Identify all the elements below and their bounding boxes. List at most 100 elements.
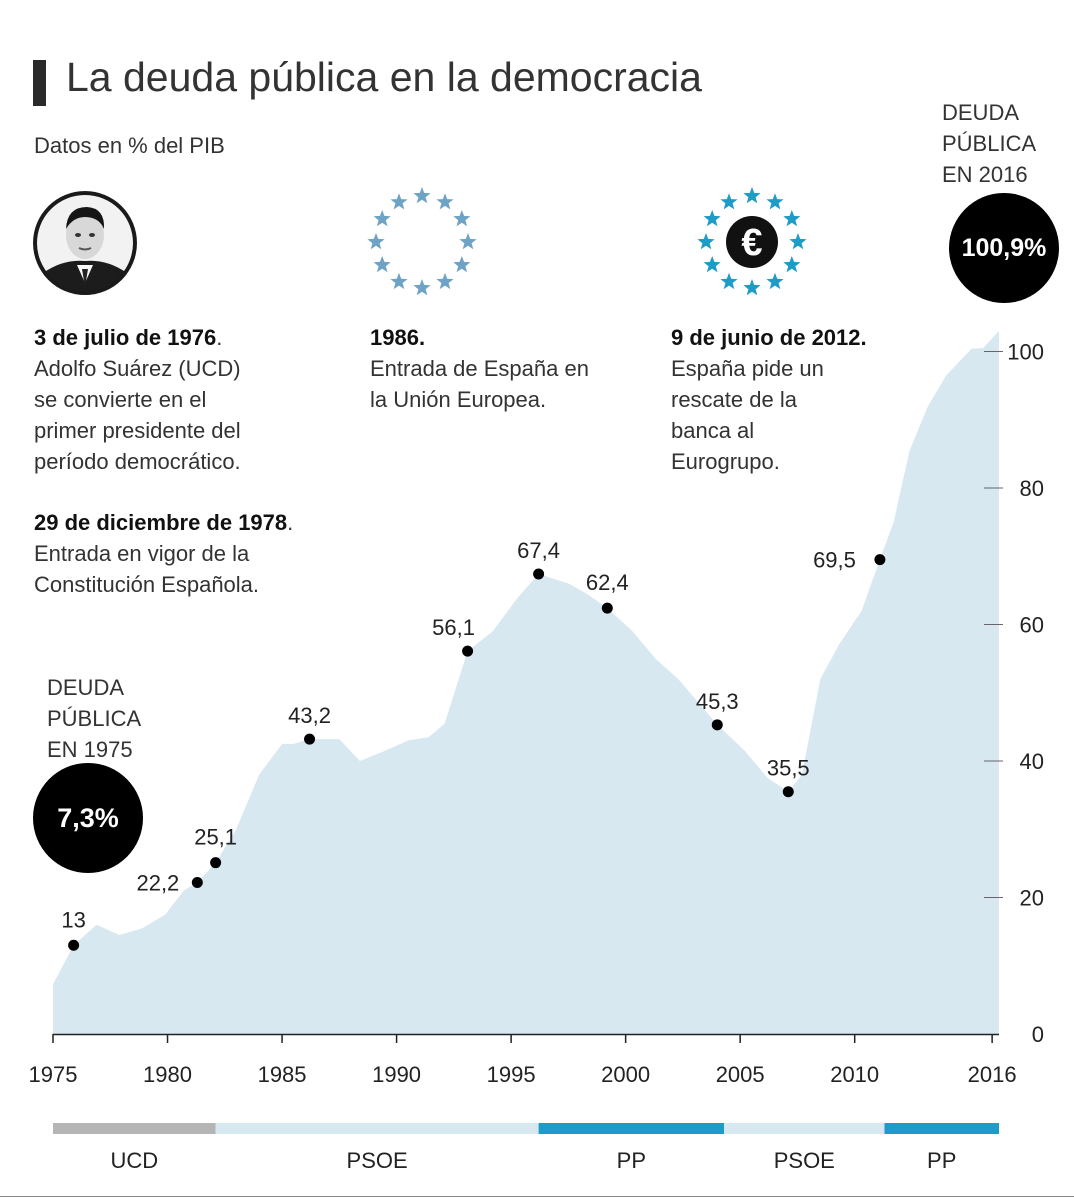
data-label: 56,1 (432, 615, 475, 640)
y-tick-label: 100 (1007, 339, 1044, 364)
data-label: 62,4 (586, 570, 629, 595)
debt-2016-bubble: 100,9% (949, 193, 1059, 303)
party-label-psoe: PSOE (773, 1148, 835, 1173)
annotation-1976-line: Adolfo Suárez (UCD) (34, 356, 241, 381)
star-icon (436, 193, 454, 210)
x-tick-label: 1990 (372, 1062, 421, 1087)
annotation-1986-line: Entrada de España en (370, 356, 589, 381)
euro-symbol: € (741, 222, 762, 264)
star-icon (766, 193, 784, 210)
debt-1975-label-line: DEUDA (47, 675, 125, 700)
x-tick-label: 2000 (601, 1062, 650, 1087)
annotation-1976: 3 de julio de 1976. Adolfo Suárez (UCD) … (34, 322, 241, 477)
data-point (874, 554, 886, 566)
debt-2016-label: DEUDA PÚBLICA EN 2016 (942, 97, 1036, 190)
star-icon (783, 210, 801, 227)
annotation-1976-line: se convierte en el (34, 387, 207, 412)
star-icon (390, 272, 408, 290)
star-icon (697, 233, 715, 250)
euro-circle (726, 216, 778, 268)
star-icon (453, 210, 471, 227)
data-label: 25,1 (194, 825, 237, 850)
y-tick-label: 20 (1020, 885, 1044, 910)
page-title: La deuda pública en la democracia (66, 54, 702, 100)
x-tick-label: 1975 (29, 1062, 78, 1087)
x-tick-label: 2005 (716, 1062, 765, 1087)
y-tick-label: 40 (1020, 749, 1044, 774)
star-icon (703, 210, 721, 227)
debt-1975-label: DEUDA PÚBLICA EN 1975 (47, 672, 141, 765)
star-icon (453, 256, 471, 273)
party-label-ucd: UCD (110, 1148, 159, 1173)
government-bar-ucd (53, 1123, 216, 1134)
debt-2016-label-line: EN 2016 (942, 162, 1028, 187)
party-label-pp: PP (616, 1148, 647, 1173)
euro-stars-icon: € (697, 187, 807, 296)
star-icon (413, 187, 431, 204)
portrait-image (33, 191, 137, 295)
data-label: 35,5 (767, 756, 810, 781)
annotation-1978-title: 29 de diciembre de 1978 (34, 510, 288, 535)
debt-2016-label-line: PÚBLICA (942, 131, 1037, 156)
star-icon (413, 279, 431, 296)
star-icon (720, 272, 738, 290)
annotation-1976-line: período democrático. (34, 449, 241, 474)
debt-1975-bubble: 7,3% (33, 763, 143, 873)
annotation-1976-title: 3 de julio de 1976 (34, 325, 217, 350)
data-point (210, 857, 222, 869)
star-icon (459, 233, 477, 250)
annotation-1978-line: Entrada en vigor de la (34, 541, 250, 566)
title-accent-bar (33, 60, 46, 106)
star-icon (766, 272, 784, 290)
star-icon (720, 193, 738, 210)
debt-area (53, 331, 999, 1034)
y-tick-label: 80 (1020, 476, 1044, 501)
star-icon (789, 233, 807, 250)
x-tick-label: 1980 (143, 1062, 192, 1087)
data-point (191, 876, 203, 888)
annotation-1986: 1986. Entrada de España en la Unión Euro… (370, 322, 589, 415)
y-tick-label: 0 (1032, 1022, 1044, 1047)
annotation-1976-line: primer presidente del (34, 418, 241, 443)
debt-2016-label-line: DEUDA (942, 100, 1020, 125)
y-tick-label: 60 (1020, 612, 1044, 637)
data-label: 69,5 (813, 548, 856, 573)
star-icon (743, 187, 761, 204)
annotation-2012-line: banca al (671, 418, 755, 443)
annotation-2012-line: España pide un (671, 356, 824, 381)
annotation-1978-line: Constitución Española. (34, 572, 260, 597)
government-bar-pp (538, 1123, 725, 1134)
data-point (304, 733, 316, 745)
data-point (782, 786, 794, 798)
debt-1975-label-line: EN 1975 (47, 737, 133, 762)
bottom-divider (0, 1196, 1074, 1197)
data-label: 45,3 (696, 689, 739, 714)
subtitle: Datos en % del PIB (34, 133, 225, 158)
government-bar-psoe (215, 1123, 539, 1134)
x-tick-label: 1985 (258, 1062, 307, 1087)
star-icon (743, 279, 761, 296)
data-point (711, 719, 723, 731)
annotation-1978: 29 de diciembre de 1978. Entrada en vigo… (34, 507, 293, 600)
party-label-psoe: PSOE (346, 1148, 408, 1173)
government-bar-psoe (724, 1123, 885, 1134)
portrait-icon (33, 191, 137, 295)
government-bar-pp (884, 1123, 999, 1134)
annotation-2012-line: Eurogrupo. (671, 449, 780, 474)
annotation-1986-title: 1986. (370, 325, 426, 350)
annotation-1986-line: la Unión Europea. (370, 387, 547, 412)
debt-1975-label-line: PÚBLICA (47, 706, 142, 731)
star-icon (436, 272, 454, 290)
star-icon (390, 193, 408, 210)
annotation-2012-line: rescate de la (671, 387, 797, 412)
x-tick-label: 2010 (830, 1062, 879, 1087)
data-point (601, 602, 613, 614)
data-point (533, 568, 545, 580)
data-label: 43,2 (288, 703, 331, 728)
data-point (462, 645, 474, 657)
data-label: 22,2 (136, 870, 179, 895)
star-icon (373, 210, 391, 227)
data-label: 13 (61, 907, 85, 932)
annotation-2012: 9 de junio de 2012. España pide un resca… (671, 322, 867, 477)
